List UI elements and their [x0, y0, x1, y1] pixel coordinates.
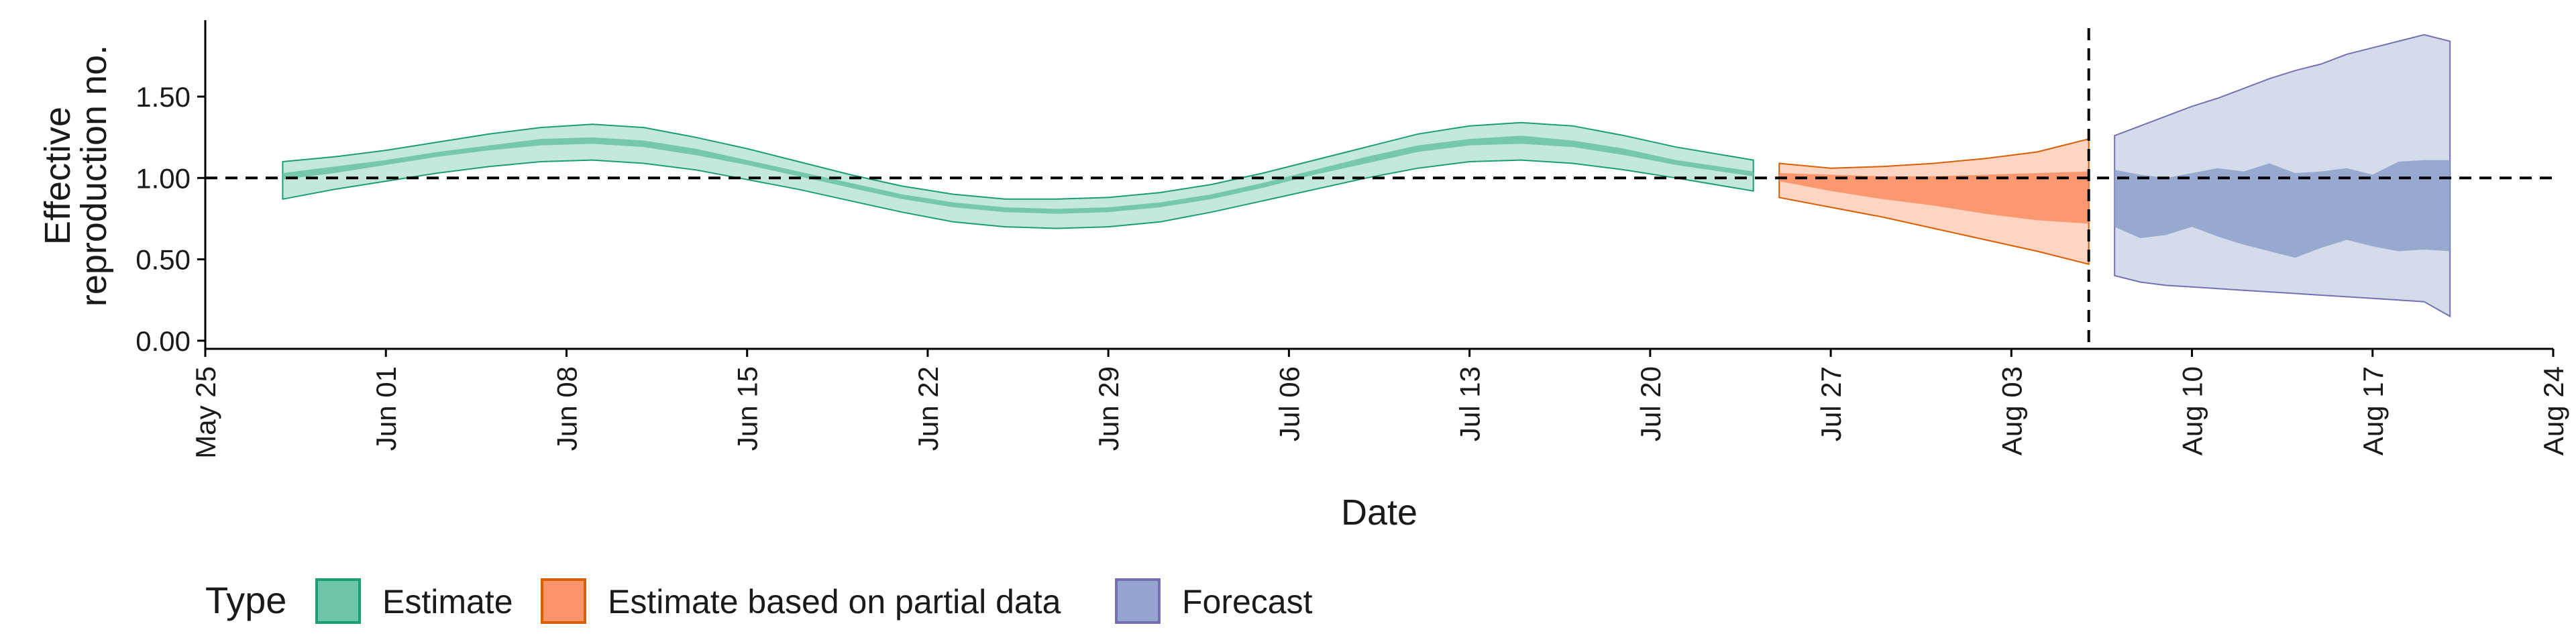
legend-label-1: Estimate based on partial data: [608, 583, 1061, 621]
legend-title: Type: [205, 579, 286, 621]
band-50-2: [2114, 160, 2451, 258]
y-axis-title: Effective reproduction no.: [38, 45, 114, 307]
x-tick-label: Aug 24: [2538, 366, 2569, 455]
x-tick-label: Jun 22: [912, 366, 944, 451]
x-tick-label: Jul 06: [1273, 366, 1305, 441]
legend-key-0: [315, 578, 361, 624]
legend-key-2: [1115, 578, 1161, 624]
legend-label-2: Forecast: [1182, 583, 1313, 621]
legend-key-1: [541, 578, 586, 624]
x-tick-label: Jul 13: [1454, 366, 1486, 441]
y-tick-label: 0.50: [136, 244, 191, 276]
plot-bands: [282, 34, 2451, 318]
x-tick-label: Aug 03: [1996, 366, 2027, 455]
x-tick-label: Jun 15: [732, 366, 763, 451]
legend: Type Estimate Estimate based on partial d…: [205, 578, 1313, 624]
y-axis-title-line-1: Effective: [38, 107, 78, 245]
band-50-0: [282, 136, 1754, 214]
x-tick-label: Aug 17: [2357, 366, 2389, 455]
x-tick-label: Jun 01: [370, 366, 402, 451]
x-tick-label: Jul 27: [1815, 366, 1847, 441]
axes: 0.00 0.50 1.00 1.50 May 25 Jun 01 Jun 08 Jun 15…: [136, 20, 2569, 459]
y-tick-label: 1.50: [136, 81, 191, 113]
x-tick-label: May 25: [190, 366, 221, 459]
y-tick-label: 0.00: [136, 325, 191, 357]
legend-label-0: Estimate: [382, 583, 513, 621]
x-tick-label: Jun 08: [551, 366, 582, 451]
x-tick-label: Jun 29: [1093, 366, 1124, 451]
x-tick-label: Aug 10: [2177, 366, 2208, 455]
band-90-0: [282, 121, 1754, 229]
x-tick-label: Jul 20: [1635, 366, 1666, 441]
band-50-1: [1779, 171, 2089, 224]
reference-lines: [205, 28, 2553, 349]
y-tick-label: 1.00: [136, 162, 191, 194]
x-axis-title: Date: [1341, 492, 1417, 533]
y-axis-title-line-2: reproduction no.: [74, 45, 114, 307]
